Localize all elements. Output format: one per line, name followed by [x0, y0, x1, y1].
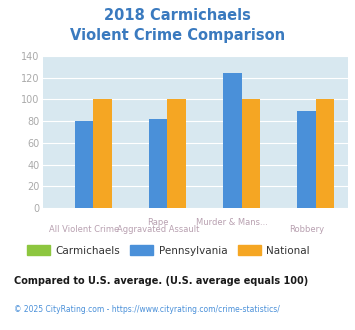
- Text: Compared to U.S. average. (U.S. average equals 100): Compared to U.S. average. (U.S. average …: [14, 276, 308, 285]
- Bar: [75, 121, 93, 208]
- Text: Aggravated Assault: Aggravated Assault: [117, 225, 199, 234]
- Bar: [297, 112, 316, 208]
- Text: © 2025 CityRating.com - https://www.cityrating.com/crime-statistics/: © 2025 CityRating.com - https://www.city…: [14, 305, 280, 314]
- Bar: [223, 74, 242, 208]
- Legend: Carmichaels, Pennsylvania, National: Carmichaels, Pennsylvania, National: [23, 241, 313, 260]
- Bar: [149, 119, 168, 208]
- Text: Rape: Rape: [147, 218, 169, 227]
- Text: Murder & Mans...: Murder & Mans...: [196, 218, 268, 227]
- Bar: [316, 99, 334, 208]
- Text: 2018 Carmichaels: 2018 Carmichaels: [104, 8, 251, 23]
- Text: Robbery: Robbery: [289, 225, 324, 234]
- Bar: [242, 99, 260, 208]
- Text: Violent Crime Comparison: Violent Crime Comparison: [70, 28, 285, 43]
- Text: All Violent Crime: All Violent Crime: [49, 225, 119, 234]
- Bar: [168, 99, 186, 208]
- Bar: [93, 99, 112, 208]
